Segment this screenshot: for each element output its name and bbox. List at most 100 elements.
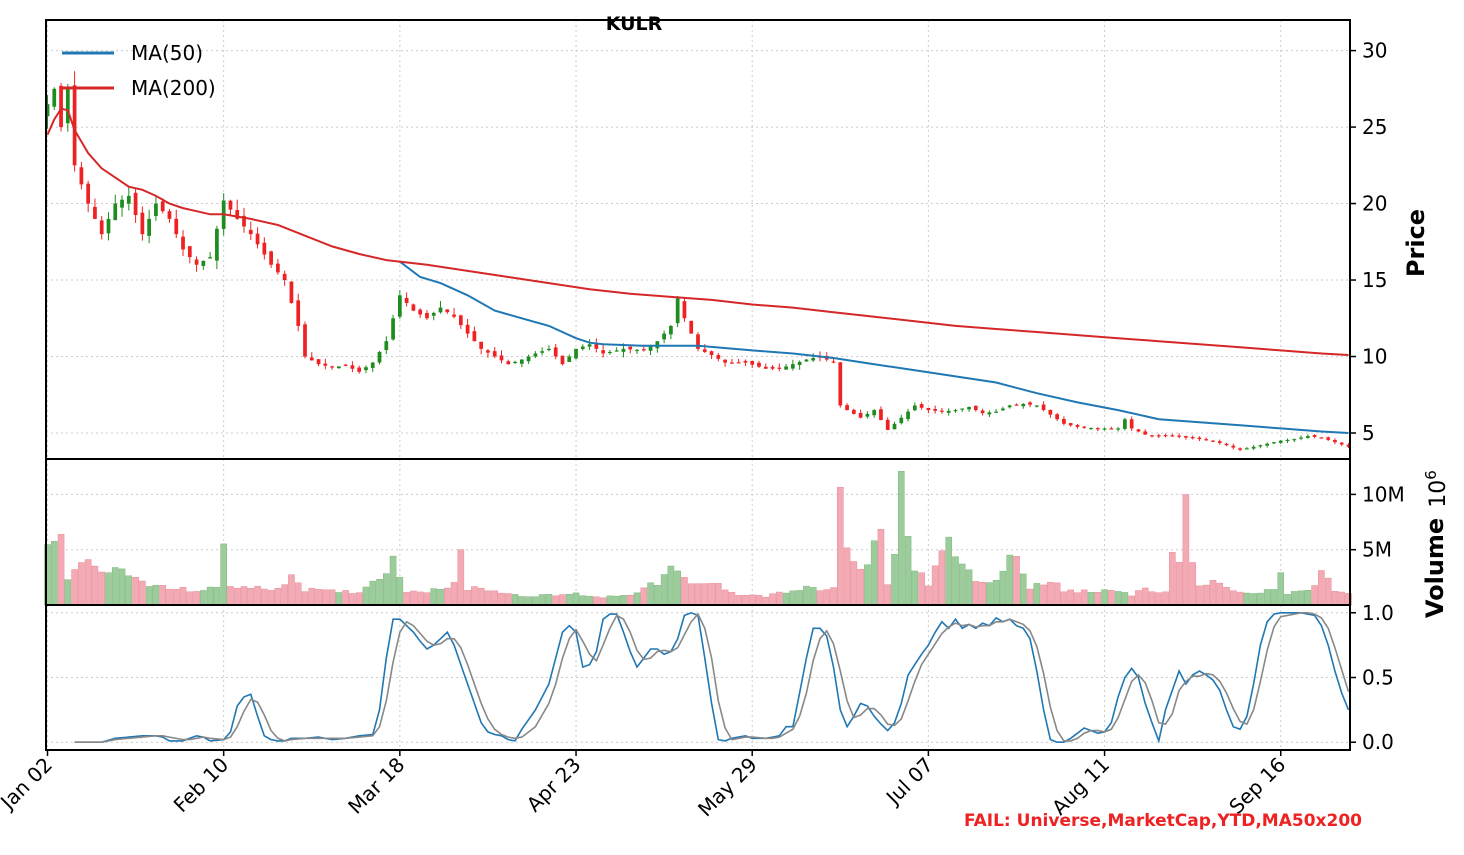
candle-body — [330, 366, 334, 368]
volume-bar — [687, 583, 695, 606]
candle-body — [93, 206, 97, 219]
volume-scale-base: 10 — [1426, 480, 1451, 508]
candle — [797, 360, 802, 370]
candle — [1305, 434, 1310, 439]
candle — [330, 365, 334, 370]
volume-bar — [471, 586, 478, 606]
candle-body — [1238, 448, 1242, 450]
grid-layer — [46, 20, 1350, 750]
volume-bar — [71, 569, 78, 606]
candle-body — [1326, 437, 1331, 440]
volume-bar — [1060, 591, 1068, 606]
candle — [72, 71, 77, 172]
volume-bar — [823, 589, 831, 606]
x-tick-label: May 29 — [693, 753, 762, 822]
candle-body — [594, 343, 599, 349]
volume-bar — [294, 582, 302, 606]
candle — [397, 290, 402, 320]
candle-body — [926, 407, 931, 411]
candle-body — [513, 361, 517, 364]
volume-bar — [776, 591, 783, 606]
candle-body — [1075, 424, 1080, 427]
candle-body — [215, 228, 219, 261]
candle — [1041, 401, 1046, 412]
candle-body — [1068, 423, 1073, 426]
candle-body — [831, 361, 836, 363]
candle-body — [370, 362, 375, 368]
candle-body — [1055, 414, 1059, 420]
candle-body — [65, 88, 70, 124]
candle-body — [147, 218, 152, 236]
candle — [45, 94, 50, 129]
candle — [411, 303, 416, 312]
candle-body — [933, 409, 938, 411]
volume-bar — [532, 596, 539, 606]
price-ytick-label: 15 — [1362, 268, 1387, 292]
candle-body — [59, 85, 63, 128]
volume-bar — [1053, 582, 1061, 606]
volume-bar — [1236, 591, 1244, 606]
volume-bar — [179, 587, 187, 606]
candle-body — [601, 350, 605, 354]
volume-bar — [850, 561, 858, 606]
candle-body — [1129, 419, 1134, 429]
volume-bar — [261, 588, 268, 606]
volume-bar — [504, 593, 512, 606]
candle-body — [120, 199, 124, 208]
volume-bar — [796, 590, 803, 606]
candle — [980, 408, 985, 416]
volume-bar — [633, 592, 641, 606]
candle — [675, 296, 680, 328]
candle-body — [1346, 444, 1351, 447]
candle — [1217, 439, 1222, 445]
candle-body — [1305, 436, 1310, 438]
price-ytick-label: 30 — [1362, 39, 1387, 63]
candle-body — [777, 367, 782, 369]
candle-body — [1102, 428, 1107, 430]
candle — [723, 359, 727, 367]
candle — [662, 330, 666, 344]
candle — [580, 344, 585, 351]
x-tick-label: Jul 07 — [880, 753, 938, 811]
candle — [79, 161, 84, 190]
candle — [635, 348, 639, 354]
volume-bar — [443, 587, 451, 606]
volume-bar — [288, 574, 295, 606]
volume-bar — [1114, 591, 1122, 606]
candle-body — [269, 251, 273, 265]
candle — [255, 227, 260, 249]
volume-bar — [491, 590, 499, 606]
volume-scale-label: 106 — [1422, 470, 1451, 508]
candle-body — [791, 364, 795, 369]
volume-bar — [640, 587, 648, 606]
volume-bar — [118, 568, 126, 606]
volume-bar — [1263, 589, 1271, 606]
candle — [669, 325, 673, 340]
candle — [967, 406, 971, 412]
volume-bar — [572, 592, 580, 606]
candle — [99, 215, 104, 240]
volume-bar — [877, 528, 885, 606]
candle — [120, 195, 124, 217]
volume-bar — [1040, 584, 1047, 606]
ma50-line — [399, 260, 1349, 434]
candle — [1285, 438, 1290, 444]
candle — [831, 358, 836, 364]
volume-bar — [1067, 589, 1074, 606]
candle — [858, 409, 863, 419]
candle-body — [1211, 440, 1215, 442]
candle — [391, 314, 395, 341]
candle — [1211, 440, 1215, 442]
volume-bar — [518, 596, 526, 606]
candle — [1339, 442, 1344, 447]
volume-bar — [213, 586, 221, 606]
candle-body — [1278, 440, 1283, 443]
volume-bar — [247, 588, 255, 606]
candle — [65, 83, 70, 132]
candle-body — [804, 359, 809, 362]
candle — [533, 351, 538, 359]
volume-bar — [1087, 592, 1095, 606]
volume-bar — [396, 577, 404, 606]
candle-body — [994, 411, 999, 413]
candle — [1021, 403, 1026, 409]
